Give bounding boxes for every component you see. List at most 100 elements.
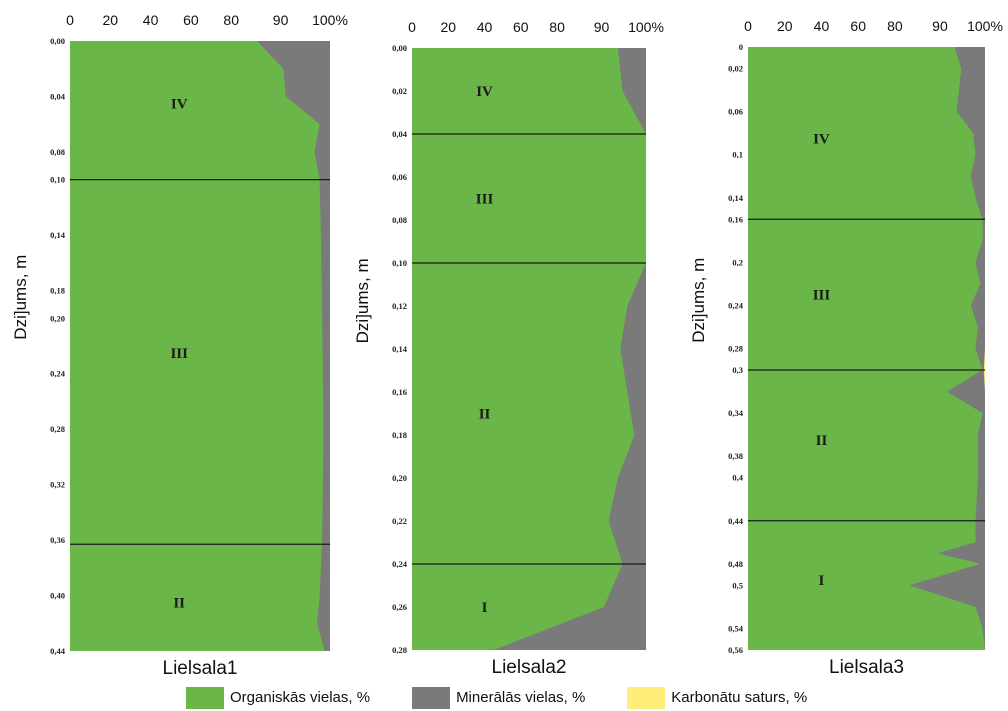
x-tick-label: 0 <box>408 19 416 35</box>
y-tick-label: 0,1 <box>732 150 743 160</box>
y-tick-label: 0,08 <box>392 215 407 225</box>
y-tick-label: 0,40 <box>50 591 65 601</box>
y-tick-label: 0,24 <box>392 559 408 569</box>
x-tick-label: 60 <box>513 19 529 35</box>
y-tick-label: 0,10 <box>392 258 407 268</box>
y-tick-label: 0,34 <box>728 408 744 418</box>
legend-label-mineral: Minerālās vielas, % <box>456 689 586 706</box>
x-tick-label: 60 <box>850 18 866 34</box>
legend-item-carbonate: Karbonātu saturs, % <box>627 686 808 709</box>
y-tick-label: 0,24 <box>50 369 66 379</box>
y-tick-label: 0,18 <box>50 286 65 296</box>
x-tick-label: 0 <box>66 12 74 28</box>
legend-item-mineral: Minerālās vielas, % <box>412 686 586 709</box>
x-tick-label: 80 <box>223 12 239 28</box>
legend-swatch-organic <box>186 686 224 709</box>
legend-item-organic: Organiskās vielas, % <box>186 686 371 709</box>
y-tick-label: 0,44 <box>50 646 66 656</box>
y-tick-label: 0 <box>739 42 743 52</box>
x-tick-label: 60 <box>183 12 199 28</box>
x-tick-label: 90 <box>932 18 948 34</box>
zone-label: III <box>476 192 494 208</box>
x-tick-label: 90 <box>594 19 610 35</box>
y-tick-label: 0,20 <box>392 473 407 483</box>
y-tick-label: 0,28 <box>392 645 407 655</box>
x-tick-label: 100% <box>967 18 1003 34</box>
chart-title: Lielsala1 <box>163 658 238 679</box>
legend: Organiskās vielas, % Minerālās vielas, %… <box>186 684 986 711</box>
y-tick-label: 0,56 <box>728 645 743 655</box>
y-tick-label: 0,18 <box>392 430 407 440</box>
y-tick-label: 0,36 <box>50 535 65 545</box>
chart-title: Lielsala3 <box>829 657 904 678</box>
y-tick-label: 0,16 <box>392 387 407 397</box>
x-tick-label: 20 <box>103 12 119 28</box>
y-tick-label: 0,5 <box>732 580 743 590</box>
y-axis-label: Dzi]ums, m <box>689 258 708 343</box>
legend-swatch-mineral <box>412 686 451 709</box>
zone-label: IV <box>813 132 830 148</box>
x-tick-label: 80 <box>887 18 903 34</box>
zone-label: II <box>479 407 491 423</box>
zone-label: III <box>813 288 831 304</box>
y-tick-label: 0,12 <box>392 301 407 311</box>
y-tick-label: 0,38 <box>728 451 743 461</box>
y-tick-label: 0,16 <box>728 214 743 224</box>
x-tick-label: 40 <box>477 19 493 35</box>
y-tick-label: 0,00 <box>50 36 65 46</box>
y-tick-label: 0,08 <box>50 147 65 157</box>
y-tick-label: 0,02 <box>392 86 407 96</box>
x-tick-label: 100% <box>628 19 664 35</box>
zone-label: IV <box>476 84 493 100</box>
x-tick-label: 40 <box>814 18 830 34</box>
y-tick-label: 0,4 <box>732 473 743 483</box>
organic-area <box>748 47 985 650</box>
y-tick-label: 0,04 <box>50 91 66 101</box>
x-tick-label: 20 <box>440 19 456 35</box>
y-tick-label: 0,02 <box>728 64 743 74</box>
zone-label: III <box>170 346 188 362</box>
y-tick-label: 0,04 <box>392 129 408 139</box>
zone-label: I <box>819 573 825 589</box>
zone-label: I <box>482 600 488 616</box>
x-tick-label: 0 <box>744 18 752 34</box>
y-tick-label: 0,00 <box>392 43 407 53</box>
legend-label-organic: Organiskās vielas, % <box>230 689 371 706</box>
legend-label-carbonate: Karbonātu saturs, % <box>671 689 808 706</box>
x-tick-label: 20 <box>777 18 793 34</box>
y-tick-label: 0,26 <box>392 602 407 612</box>
y-tick-label: 0,14 <box>728 193 744 203</box>
chart-title: Lielsala2 <box>492 657 567 678</box>
y-axis-label: Dzi]ums, m <box>353 258 372 343</box>
zone-label: II <box>816 433 828 449</box>
legend-swatch-carbonate <box>627 686 666 709</box>
y-tick-label: 0,14 <box>50 230 66 240</box>
y-tick-label: 0,06 <box>728 107 743 117</box>
zone-label: II <box>173 595 185 611</box>
y-tick-label: 0,54 <box>728 623 744 633</box>
organic-area <box>70 41 325 651</box>
y-tick-label: 0,20 <box>50 313 65 323</box>
y-tick-label: 0,2 <box>732 257 743 267</box>
y-tick-label: 0,3 <box>732 365 743 375</box>
y-axis-label: Dzi]ums, m <box>11 255 30 340</box>
zone-label: IV <box>171 96 188 112</box>
organic-area <box>412 48 646 650</box>
y-tick-label: 0,06 <box>392 172 407 182</box>
y-tick-label: 0,22 <box>392 516 407 526</box>
x-tick-label: 100% <box>312 12 348 28</box>
y-tick-label: 0,48 <box>728 559 743 569</box>
y-tick-label: 0,10 <box>50 175 65 185</box>
y-tick-label: 0,32 <box>50 480 65 490</box>
y-tick-label: 0,24 <box>728 300 744 310</box>
y-tick-label: 0,14 <box>392 344 408 354</box>
y-tick-label: 0,28 <box>50 424 65 434</box>
x-tick-label: 90 <box>273 12 289 28</box>
y-tick-label: 0,28 <box>728 344 743 354</box>
x-tick-label: 40 <box>143 12 159 28</box>
x-tick-label: 80 <box>549 19 565 35</box>
